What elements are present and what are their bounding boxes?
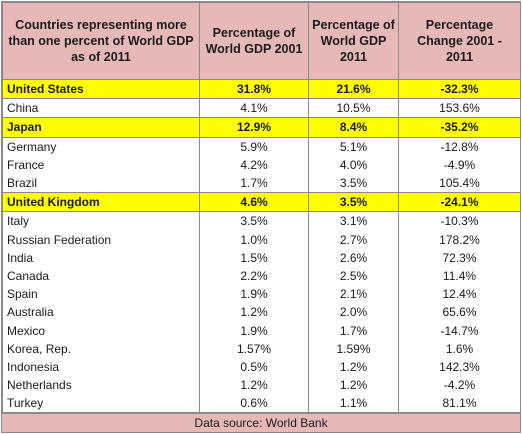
country-cell: United States [2,78,200,100]
gdp-2011-cell: 2.7% [308,230,399,249]
country-cell: Spain [2,285,200,304]
header-row: Countries representing more than one per… [2,2,520,80]
gdp-2001-cell: 1.7% [199,173,309,193]
table-row: Italy 3.5% 3.1% -10.3% [2,211,520,231]
country-cell: Korea, Rep. [2,339,200,358]
gdp-2011-cell: 5.1% [308,137,399,156]
country-cell: Russian Federation [2,230,200,249]
change-cell: -10.3% [398,211,520,231]
table-row: Indonesia 0.5% 1.2% 142.3% [2,357,520,376]
table-row: United States 31.8% 21.6% -32.3% [2,78,520,100]
country-cell: India [2,248,200,267]
table-row: France 4.2% 4.0% -4.9% [2,155,520,174]
gdp-2011-cell: 1.1% [308,394,399,414]
change-cell: 178.2% [398,230,520,249]
gdp-2011-cell: 3.5% [308,173,399,193]
gdp-2001-cell: 0.5% [199,357,309,376]
table-row: China 4.1% 10.5% 153.6% [2,98,520,118]
gdp-2011-cell: 4.0% [308,155,399,174]
table-row: Germany 5.9% 5.1% -12.8% [2,137,520,156]
change-cell: 65.6% [398,303,520,322]
gdp-2001-cell: 1.0% [199,230,309,249]
header-gdp-2011: Percentage of World GDP 2011 [308,2,399,80]
gdp-2001-cell: 2.2% [199,266,309,286]
change-cell: -24.1% [398,192,520,213]
gdp-2001-cell: 5.9% [199,137,309,156]
change-cell: 105.4% [398,173,520,193]
gdp-2011-cell: 8.4% [308,117,399,138]
gdp-2001-cell: 4.1% [199,98,309,118]
country-cell: Canada [2,266,200,286]
table-row: Turkey 0.6% 1.1% 81.1% [2,394,520,414]
gdp-2001-cell: 3.5% [199,211,309,231]
change-cell: -4.2% [398,376,520,395]
change-cell: -35.2% [398,117,520,138]
data-source-footer: Data source: World Bank [2,413,520,432]
gdp-2001-cell: 0.6% [199,394,309,414]
change-cell: 1.6% [398,339,520,358]
gdp-2011-cell: 3.5% [308,192,399,213]
gdp-2001-cell: 31.8% [199,78,309,100]
table-row: Korea, Rep. 1.57% 1.59% 1.6% [2,339,520,358]
header-change: Percentage Change 2001 - 2011 [398,2,520,80]
change-cell: 153.6% [398,98,520,118]
gdp-2011-cell: 10.5% [308,98,399,118]
change-cell: -32.3% [398,78,520,100]
gdp-2011-cell: 21.6% [308,78,399,100]
change-cell: -12.8% [398,137,520,156]
gdp-2001-cell: 4.2% [199,155,309,174]
table-row: Japan 12.9% 8.4% -35.2% [2,117,520,138]
table-row: Netherlands 1.2% 1.2% -4.2% [2,376,520,395]
change-cell: -4.9% [398,155,520,174]
table-row: United Kingdom 4.6% 3.5% -24.1% [2,192,520,213]
gdp-2011-cell: 3.1% [308,211,399,231]
gdp-table: Countries representing more than one per… [2,2,520,414]
table-row: India 1.5% 2.6% 72.3% [2,248,520,267]
gdp-2001-cell: 1.9% [199,285,309,304]
gdp-2001-cell: 1.2% [199,303,309,322]
gdp-2011-cell: 2.5% [308,266,399,286]
change-cell: 81.1% [398,394,520,414]
gdp-2011-cell: 1.7% [308,321,399,340]
header-country: Countries representing more than one per… [2,2,200,80]
country-cell: Netherlands [2,376,200,395]
gdp-2011-cell: 1.2% [308,376,399,395]
change-cell: 72.3% [398,248,520,267]
country-cell: France [2,155,200,174]
header-gdp-2001: Percentage of World GDP 2001 [199,2,309,80]
country-cell: Italy [2,211,200,231]
gdp-2001-cell: 4.6% [199,192,309,213]
gdp-2011-cell: 2.6% [308,248,399,267]
change-cell: -14.7% [398,321,520,340]
table-body: United States 31.8% 21.6% -32.3% China 4.1% 10… [2,78,520,414]
gdp-2011-cell: 1.2% [308,357,399,376]
table-row: Brazil 1.7% 3.5% 105.4% [2,173,520,193]
gdp-2011-cell: 2.0% [308,303,399,322]
country-cell: China [2,98,200,118]
gdp-2011-cell: 2.1% [308,285,399,304]
gdp-2001-cell: 1.9% [199,321,309,340]
table-row: Australia 1.2% 2.0% 65.6% [2,303,520,322]
table-row: Spain 1.9% 2.1% 12.4% [2,285,520,304]
country-cell: United Kingdom [2,192,200,213]
country-cell: Brazil [2,173,200,193]
country-cell: Australia [2,303,200,322]
gdp-2011-cell: 1.59% [308,339,399,358]
country-cell: Germany [2,137,200,156]
gdp-2001-cell: 1.5% [199,248,309,267]
table-row: Mexico 1.9% 1.7% -14.7% [2,321,520,340]
table-row: Canada 2.2% 2.5% 11.4% [2,266,520,286]
change-cell: 12.4% [398,285,520,304]
country-cell: Turkey [2,394,200,414]
gdp-2001-cell: 1.2% [199,376,309,395]
gdp-2001-cell: 12.9% [199,117,309,138]
change-cell: 11.4% [398,266,520,286]
country-cell: Japan [2,117,200,138]
change-cell: 142.3% [398,357,520,376]
gdp-2001-cell: 1.57% [199,339,309,358]
table-row: Russian Federation 1.0% 2.7% 178.2% [2,230,520,249]
country-cell: Mexico [2,321,200,340]
country-cell: Indonesia [2,357,200,376]
